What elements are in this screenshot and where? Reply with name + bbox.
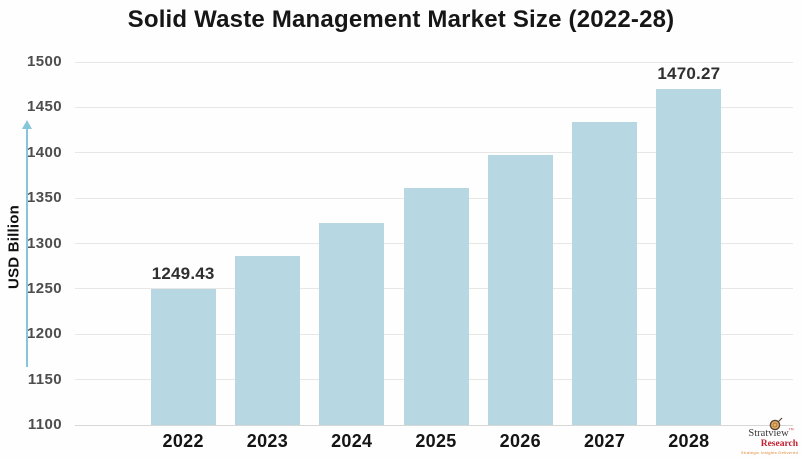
- y-tick-label-1150: 1150: [27, 370, 62, 388]
- x-tick-label-2023: 2023: [246, 431, 289, 451]
- y-tick-label-1250: 1250: [27, 279, 62, 297]
- y-tick-label-1400: 1400: [27, 143, 62, 161]
- y-tick-label-1500: 1500: [27, 53, 62, 70]
- brand-name-text: Stratview: [748, 428, 789, 439]
- y-axis-arrow-line: [26, 129, 28, 367]
- y-axis-arrow-head-icon: [22, 120, 32, 129]
- bar-2023: [234, 256, 300, 425]
- bar-2026: [487, 155, 553, 425]
- x-tick-label-2028: 2028: [668, 431, 710, 451]
- y-tick-label-1450: 1450: [27, 98, 62, 116]
- y-tick-label-1350: 1350: [27, 189, 62, 207]
- y-tick-label-1300: 1300: [27, 234, 62, 252]
- bar-2027: [572, 121, 638, 425]
- x-tick-label-2025: 2025: [415, 431, 457, 451]
- y-tick-label-1100: 1100: [27, 416, 62, 433]
- bar-2025: [403, 188, 469, 425]
- gridline-1400: [75, 152, 793, 154]
- brand-tagline: Strategic Insights Delivered: [740, 450, 798, 455]
- stratview-research-logo: Stratview™ Research Strategic Insights D…: [740, 417, 800, 458]
- trademark-symbol: ™: [788, 428, 794, 434]
- x-tick-label-2022: 2022: [162, 431, 204, 451]
- bars-layer: 1249.43 2022 2023 2024 2025 2026 2027 1470.27 20…: [141, 0, 731, 459]
- brand-name: Stratview™: [742, 428, 800, 439]
- y-tick-label-1200: 1200: [27, 325, 62, 343]
- chart-title: Solid Waste Management Market Size (2022…: [127, 6, 675, 33]
- bar-2028: [656, 88, 722, 425]
- magnifying-glass-icon: [769, 417, 783, 431]
- gridline-1450: [75, 106, 793, 108]
- x-tick-label-2026: 2026: [499, 431, 541, 451]
- x-tick-label-2024: 2024: [331, 431, 373, 451]
- brand-division: Research: [760, 439, 798, 449]
- bar-value-label-2022: 1249.43: [151, 264, 215, 284]
- x-tick-label-2027: 2027: [583, 431, 626, 451]
- bar-value-label-2028: 1470.27: [657, 63, 721, 83]
- bar-2022: [150, 289, 216, 425]
- y-axis-label: USD Billion: [5, 205, 23, 289]
- bar-2024: [319, 222, 385, 425]
- gridline-1100: [75, 424, 793, 426]
- gridline-1500: [75, 61, 793, 63]
